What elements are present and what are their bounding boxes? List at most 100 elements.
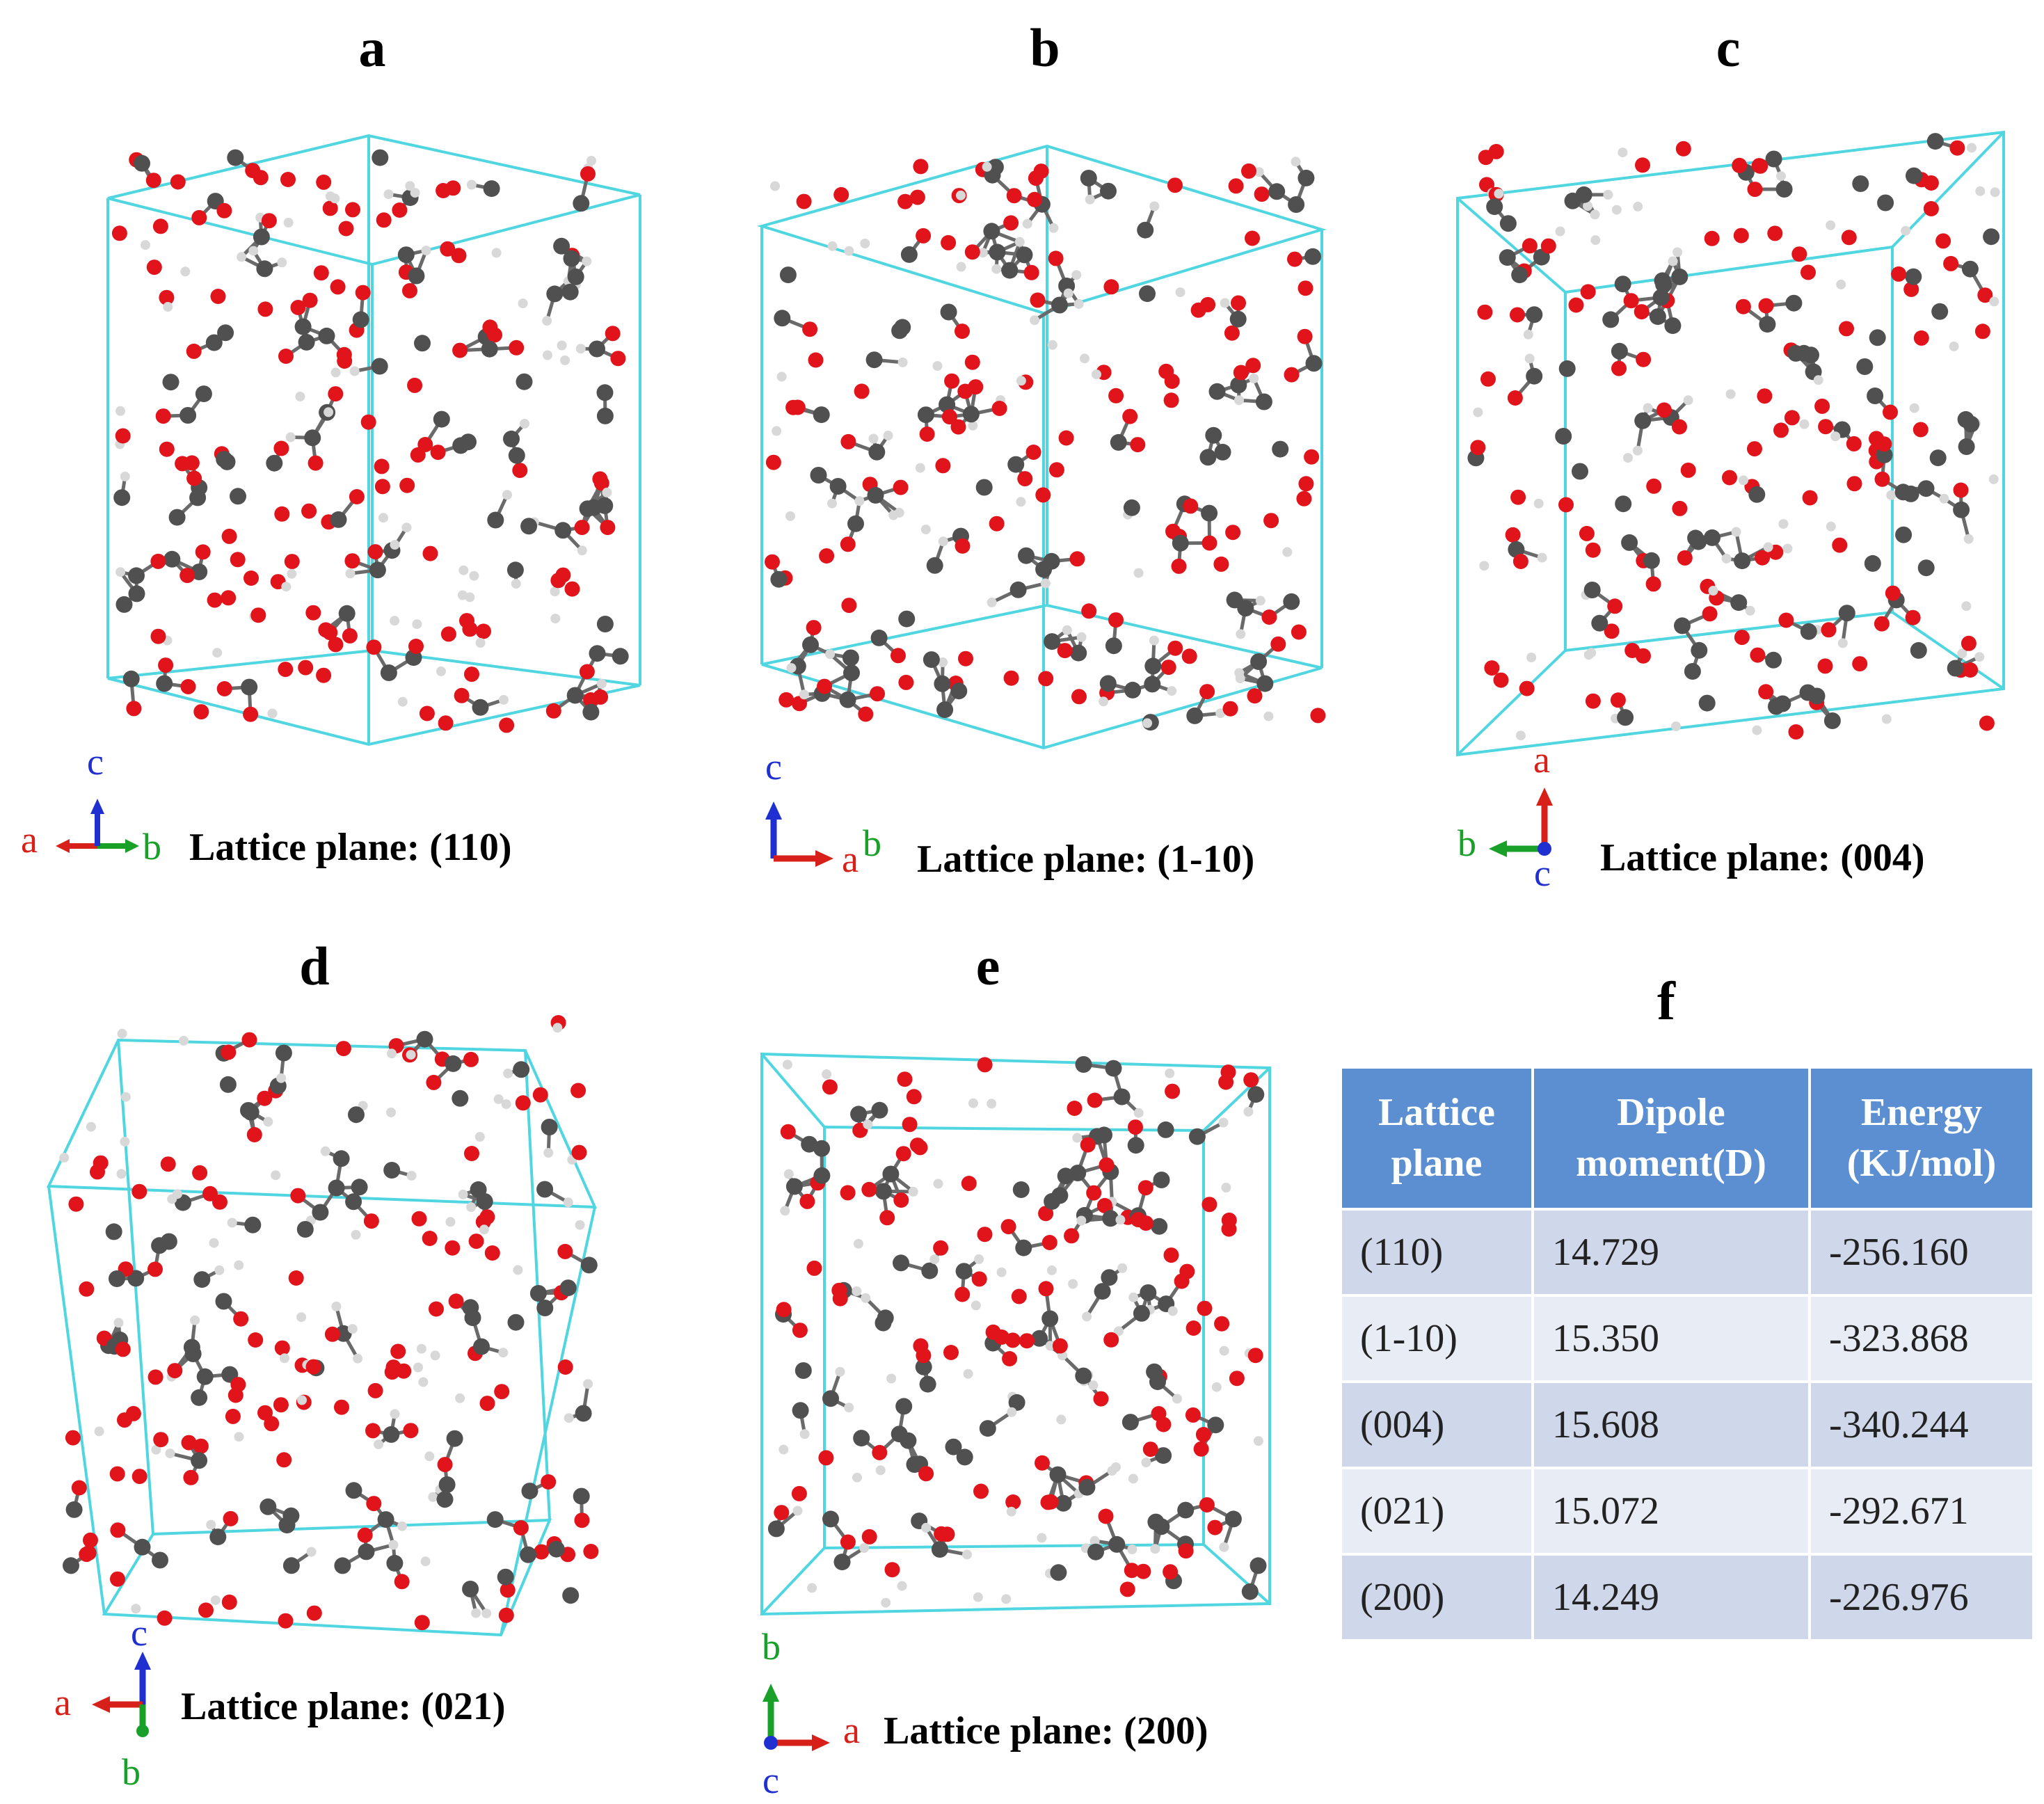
oxygen-atom [399,477,415,493]
oxygen-atom [402,282,417,298]
oxygen-atom [1071,689,1087,705]
carbon-atom [1157,1121,1174,1138]
carbon-atom [1153,1172,1170,1188]
hydrogen-atom [457,590,468,600]
hydrogen-atom [1219,1542,1229,1552]
oxygen-atom [1052,1338,1068,1354]
oxygen-atom [1791,246,1807,262]
oxygen-atom [1636,648,1651,664]
panel-c-axis-b-label: b [1458,822,1476,864]
oxygen-atom [977,1057,993,1073]
oxygen-atom [468,1234,484,1250]
hydrogen-atom [1076,632,1087,642]
oxygen-atom [273,440,289,456]
hydrogen-atom [1030,315,1040,326]
carbon-atom [1288,196,1305,213]
carbon-atom [893,1254,909,1272]
carbon-atom [1229,310,1247,328]
oxygen-atom [893,479,909,495]
oxygen-atom [580,166,596,182]
carbon-atom [312,1204,329,1221]
hydrogen-atom [1826,220,1836,230]
carbon-atom [1155,1447,1172,1464]
hydrogen-atom [374,1439,384,1450]
oxygen-atom [1043,1494,1059,1510]
carbon-atom [1008,1394,1025,1411]
hydrogen-atom [296,1312,307,1323]
carbon-atom [1255,393,1272,410]
oxygen-atom [1821,622,1837,638]
oxygen-atom [806,620,822,636]
carbon-atom [369,561,386,579]
oxygen-atom [357,1527,373,1543]
panel-a-axis-c-label: c [87,741,104,783]
oxygen-atom [464,666,479,683]
oxygen-atom [452,342,468,358]
oxygen-atom [153,1432,169,1448]
panel-e-axis-c-label: c [762,1759,779,1801]
oxygen-atom [1128,1119,1143,1135]
oxygen-atom [571,1144,587,1160]
oxygen-atom [1174,1273,1190,1289]
panel-e-molecules [767,1056,1267,1608]
oxygen-atom [1734,630,1750,646]
oxygen-atom [579,664,595,680]
hydrogen-atom [353,1353,363,1364]
carbon-atom [802,636,819,653]
oxygen-atom [408,639,424,654]
atoms [111,149,629,733]
hydrogen-atom [503,1068,513,1078]
oxygen-atom [1636,351,1652,367]
oxygen-atom [338,221,354,237]
carbon-atom [193,1271,211,1288]
oxygen-atom [243,706,259,722]
oxygen-atom [155,408,171,424]
hydrogen-atom [844,1403,854,1413]
panel-a-unit-cell [106,134,641,747]
oxygen-atom [257,1405,273,1421]
hydrogen-atom [287,568,297,579]
oxygen-atom [1874,616,1890,632]
oxygen-atom [1903,281,1919,297]
oxygen-atom [479,1209,495,1225]
oxygen-atom [403,1423,419,1439]
oxygen-atom [1108,388,1124,404]
oxygen-atom [765,454,781,470]
carbon-atom [253,228,270,246]
hydrogen-atom [968,420,978,431]
hydrogen-atom [206,1519,216,1530]
oxygen-atom [802,321,818,337]
oxygen-atom [1048,250,1064,266]
hydrogen-atom [1056,1414,1067,1425]
carbon-atom [483,180,500,198]
oxygen-atom [1086,1185,1102,1201]
hydrogen-atom [1254,167,1264,177]
hydrogen-atom [1089,1535,1100,1546]
hydrogen-atom [412,619,422,630]
oxygen-atom [288,1270,304,1286]
carbon-atom [1910,641,1927,659]
oxygen-atom [328,386,344,402]
carbon-atom [1016,246,1033,264]
hydrogen-atom [1623,453,1633,463]
oxygen-atom [1222,701,1238,717]
hydrogen-atom [430,1350,440,1361]
oxygen-atom [448,1293,464,1309]
oxygen-atom [776,1302,792,1318]
oxygen-atom [1142,1442,1158,1458]
oxygen-atom [1023,264,1039,280]
hydrogen-atom [543,1148,554,1158]
hydrogen-atom [458,1189,468,1199]
oxygen-atom [1519,680,1535,696]
oxygen-atom [221,1044,237,1060]
hydrogen-atom [1080,353,1089,364]
carbon-atom [1121,1414,1139,1431]
oxygen-atom [1604,623,1620,639]
carbon-atom [383,1426,400,1443]
oxygen-atom [840,1185,856,1201]
oxygen-atom [1885,585,1901,601]
hydrogen-atom [1826,521,1836,532]
oxygen-atom [192,1165,208,1181]
oxygen-atom [150,628,166,644]
hydrogen-atom [1117,1263,1128,1273]
